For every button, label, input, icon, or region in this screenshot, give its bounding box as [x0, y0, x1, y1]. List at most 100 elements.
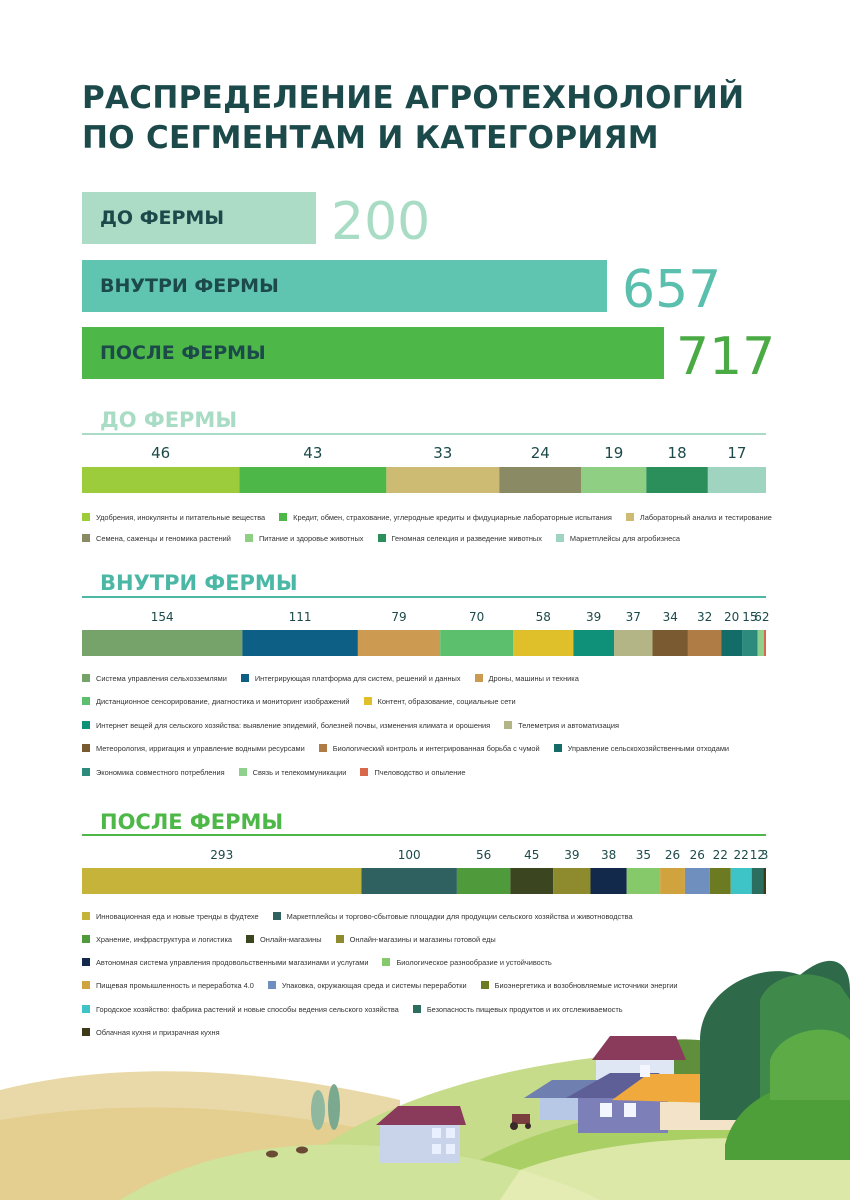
bar-value-label: 70	[469, 610, 484, 624]
legend-row: Инновационная еда и новые тренды в фудте…	[82, 908, 647, 922]
legend-label: Метеорология, ирригация и управление вод…	[96, 744, 305, 754]
legend-row: Удобрения, инокулянты и питательные веще…	[82, 509, 786, 523]
legend-label: Инновационная еда и новые тренды в фудте…	[96, 911, 259, 921]
legend-label: Управление сельскохозяйственными отходам…	[567, 744, 730, 754]
legend-item: Семена, саженцы и геномика растений	[82, 533, 231, 545]
legend-item: Интернет вещей для сельского хозяйства: …	[82, 720, 490, 732]
legend-swatch	[553, 744, 562, 753]
legend-item: Городское хозяйство: фабрика растений и …	[82, 1004, 399, 1016]
legend-swatch	[504, 720, 513, 729]
bar-segment	[553, 868, 591, 894]
bar-value-label: 17	[727, 444, 746, 462]
bar-segment	[590, 868, 627, 894]
bar-segment	[239, 467, 387, 493]
legend-label: Контент, образование, социальные сети	[377, 697, 516, 707]
legend-label: Кредит, обмен, страхование, углеродные к…	[293, 512, 612, 522]
segment-label: ДО ФЕРМЫ	[100, 207, 225, 229]
bar-value-label: 24	[531, 444, 550, 462]
bar-segment	[707, 467, 766, 493]
bar-segment	[646, 467, 708, 493]
bar-segment	[499, 467, 582, 493]
bar-value-label: 35	[636, 848, 651, 862]
legend-item: Связь и телекоммуникации	[238, 767, 346, 779]
legend-swatch	[82, 981, 90, 990]
legend-row: Автономная система управления продовольс…	[82, 954, 566, 968]
legend-row: Система управления сельхозземлями Интегри…	[82, 670, 593, 684]
bar-value-label: 111	[289, 610, 312, 624]
legend-swatch	[625, 512, 634, 521]
bar-segment	[660, 868, 685, 894]
legend-row: Городское хозяйство: фабрика растений и …	[82, 1001, 637, 1015]
bar-segment	[763, 630, 766, 656]
bar-value-label: 79	[391, 610, 406, 624]
legend-label: Геномная селекция и разведение животных	[391, 533, 542, 543]
legend-item: Пищевая промышленность и переработка 4.0	[82, 980, 254, 992]
legend-swatch	[335, 934, 344, 943]
bar-segment	[626, 868, 661, 894]
legend-swatch	[474, 673, 483, 682]
legend-row: Экономика совместного потребления Связь и…	[82, 764, 480, 778]
segment-value: 717	[676, 327, 776, 387]
legend-label: Автономная система управления продовольс…	[96, 958, 369, 968]
legend-label: Биологическое разнообразие и устойчивост…	[396, 958, 552, 968]
page-title-line-2: ПО СЕГМЕНТАМ И КАТЕГОРИЯМ	[82, 120, 659, 156]
bar-value-label: 26	[690, 848, 705, 862]
legend-label: Упаковка, окружающая среда и системы пер…	[281, 981, 467, 991]
legend-label: Дроны, машины и техника	[488, 673, 579, 683]
legend-swatch	[267, 981, 276, 990]
legend-swatch	[82, 533, 90, 542]
legend-label: Пчеловодство и опыление	[374, 767, 466, 777]
legend-item: Интегрирующая платформа для систем, реше…	[240, 673, 461, 685]
legend-label: Маркетплейсы и торгово-сбытовые площадки…	[286, 911, 633, 921]
bar-segment	[242, 630, 358, 656]
bar-value-label: 39	[564, 848, 579, 862]
segment-bar-after-farm: ПОСЛЕ ФЕРМЫ	[82, 327, 664, 379]
legend-swatch	[412, 1004, 421, 1013]
segment-value: 657	[622, 260, 722, 320]
legend-swatch	[360, 767, 369, 776]
legend-label: Интернет вещей для сельского хозяйства: …	[96, 720, 491, 730]
bar-value-label: 37	[626, 610, 641, 624]
legend-item: Маркетплейсы и торгово-сбытовые площадки…	[272, 911, 633, 923]
legend-swatch	[82, 744, 90, 753]
legend-row: Облачная кухня и призрачная кухня	[82, 1024, 234, 1038]
bar-segment	[82, 467, 240, 493]
bar-value-label: 34	[663, 610, 678, 624]
legend-swatch	[272, 911, 281, 920]
bar-segment	[82, 630, 243, 656]
legend-item: Хранение, инфраструктура и логистика	[82, 934, 232, 946]
bar-value-label: 56	[476, 848, 491, 862]
legend-row: Пищевая промышленность и переработка 4.0…	[82, 978, 691, 992]
bar-value-label: 12	[750, 848, 765, 862]
legend-swatch	[244, 533, 253, 542]
legend-label: Дистанционное сенсорирование, диагностик…	[96, 697, 350, 707]
legend-item: Инновационная еда и новые тренды в фудте…	[82, 911, 259, 923]
bar-value-label: 22	[734, 848, 749, 862]
legend-swatch	[82, 720, 90, 729]
bar-value-label: 22	[713, 848, 728, 862]
page-title-line-1: РАСПРЕДЕЛЕНИЕ АГРОТЕХНОЛОГИЙ	[82, 80, 745, 116]
legend-label: Система управления сельхозземлями	[96, 673, 227, 683]
bar-value-label: 32	[697, 610, 712, 624]
bar-value-label: 58	[536, 610, 551, 624]
legend-swatch	[82, 958, 90, 967]
legend-swatch	[318, 744, 327, 753]
bar-value-label: 15	[742, 610, 757, 624]
segment-value: 200	[331, 192, 431, 252]
legend-row: Дистанционное сенсорирование, диагностик…	[82, 694, 530, 708]
legend-swatch	[240, 673, 249, 682]
legend-label: Маркетплейсы для агробизнеса	[569, 533, 681, 543]
bar-value-label: 45	[524, 848, 539, 862]
bar-segment	[440, 630, 514, 656]
legend-item: Кредит, обмен, страхование, углеродные к…	[279, 512, 612, 524]
legend-item: Система управления сельхозземлями	[82, 673, 227, 685]
bar-segment	[652, 630, 688, 656]
legend-label: Интегрирующая платформа для систем, реше…	[254, 673, 461, 683]
bar-segment	[614, 630, 653, 656]
bar-value-label: 43	[303, 444, 322, 462]
legend-swatch	[82, 934, 90, 943]
legend-item: Биологический контроль и интегрированная…	[318, 743, 540, 755]
legend-label: Пищевая промышленность и переработка 4.0	[96, 981, 254, 991]
